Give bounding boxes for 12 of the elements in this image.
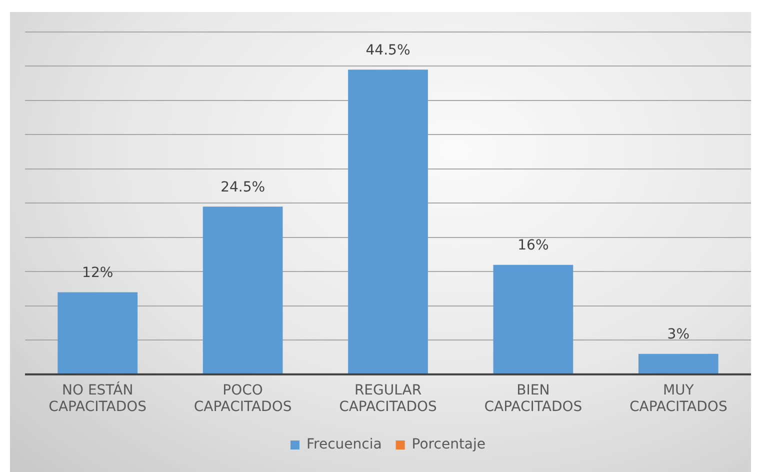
legend-label: Frecuencia xyxy=(306,436,382,453)
data-label: 24.5% xyxy=(220,179,266,196)
x-tick-label: REGULAR CAPACITADOS xyxy=(339,382,438,416)
x-tick-label: MUY CAPACITADOS xyxy=(629,382,728,416)
legend-label: Porcentaje xyxy=(412,436,486,453)
data-label: 3% xyxy=(667,326,690,342)
data-label: 16% xyxy=(518,237,549,254)
x-tick-label: NO ESTÁN CAPACITADOS xyxy=(48,381,147,416)
data-label: 44.5% xyxy=(366,42,410,58)
x-tick-label: POCO CAPACITADOS xyxy=(194,382,292,416)
x-tick-label: BIEN CAPACITADOS xyxy=(484,382,582,416)
data-label: 12% xyxy=(82,264,114,281)
